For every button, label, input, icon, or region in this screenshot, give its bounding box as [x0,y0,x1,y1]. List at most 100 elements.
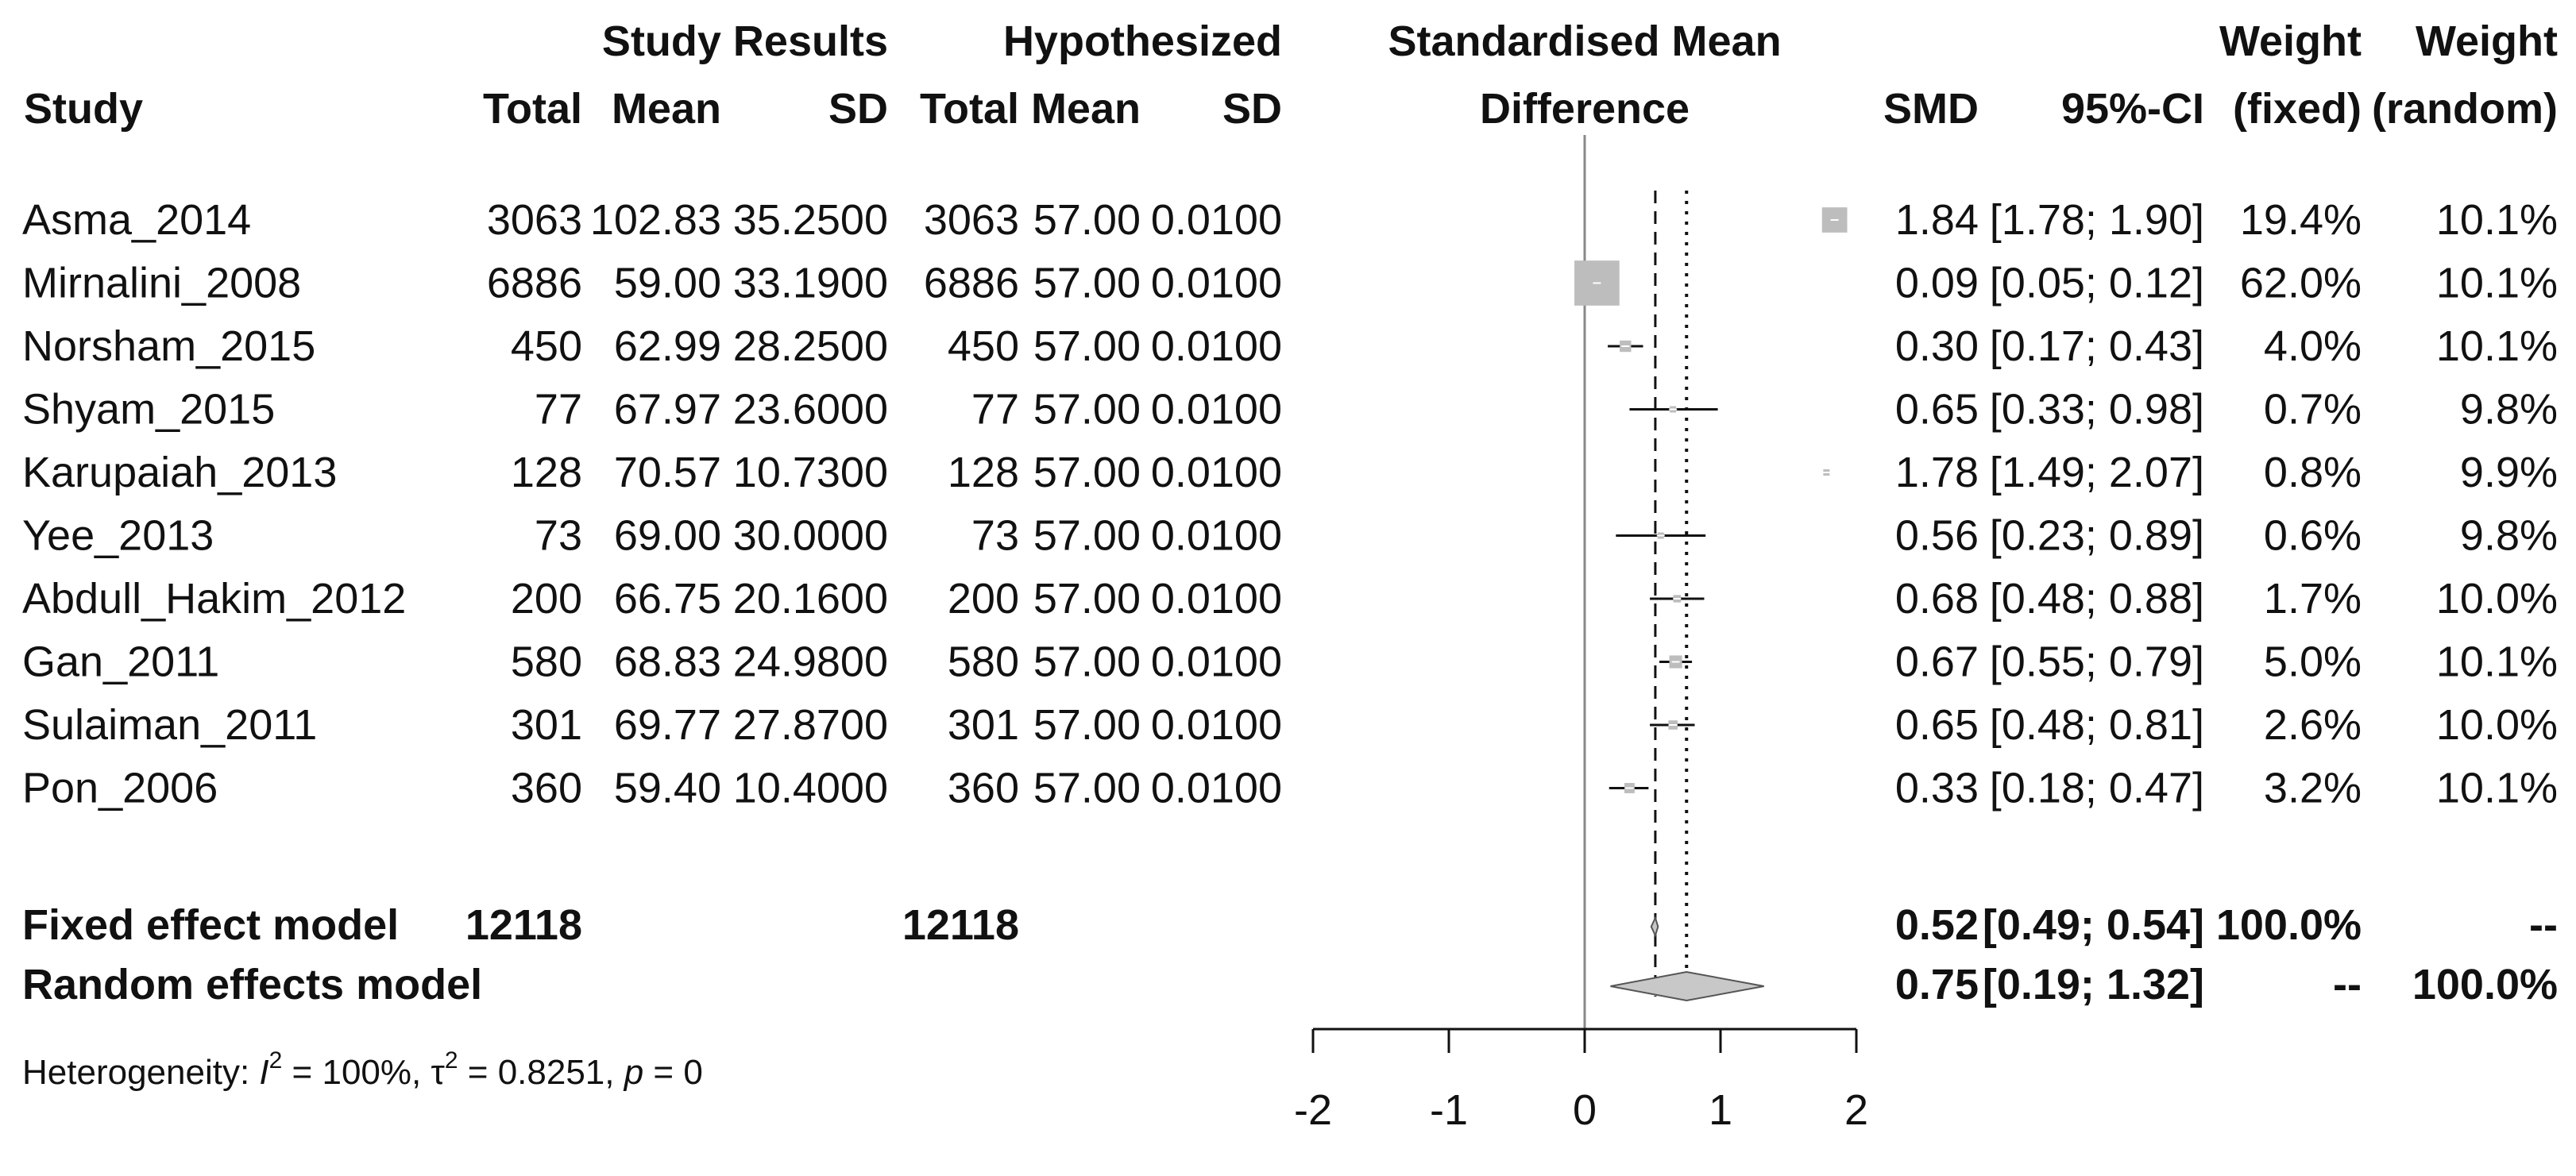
cell-sd1: 20.1600 [733,575,888,623]
x-tick-label: 0 [1573,1086,1597,1134]
header-weight-random-2: (random) [2372,85,2558,133]
cell-mean2: 57.00 [1033,322,1141,370]
cell-wfixed: 62.0% [2240,260,2362,307]
cell-total2: 3063 [924,196,1019,244]
cell-study: Fixed effect model [22,901,399,949]
cell-study: Norsham_2015 [22,322,315,370]
cell-study: Shyam_2015 [22,386,275,434]
cell-study: Sulaiman_2011 [22,701,317,749]
cell-wrandom: 10.0% [2436,575,2558,623]
cell-total1: 12118 [465,901,582,949]
cell-mean1: 67.97 [614,386,721,434]
cell-wrandom: 100.0% [2412,961,2558,1008]
cell-mean1: 59.40 [614,765,721,812]
cell-study: Random effects model [22,961,482,1008]
fixed-effect-diamond [1650,916,1659,938]
cell-mean2: 57.00 [1033,512,1141,560]
cell-wrandom: 9.8% [2460,386,2558,434]
header-plot-title-2: Difference [1480,85,1690,133]
cell-sd1: 24.9800 [733,638,888,686]
cell-ci: [0.33; 0.98] [1990,386,2204,434]
header-ci: 95%-CI [2061,85,2204,133]
header-weight-fixed-1: Weight [2219,17,2362,65]
header-plot-title-1: Standardised Mean [1388,17,1781,65]
x-tick-label: 2 [1844,1086,1868,1134]
cell-total1: 128 [511,449,582,496]
cell-wfixed: -- [2333,961,2362,1008]
cell-total1: 301 [511,701,582,749]
cell-mean2: 57.00 [1033,260,1141,307]
cell-ci: [0.49; 0.54] [1983,901,2204,949]
cell-mean1: 62.99 [614,322,721,370]
cell-sd1: 35.2500 [733,196,888,244]
cell-ci: [0.48; 0.81] [1990,701,2204,749]
header-smd: SMD [1883,85,1979,133]
cell-sd1: 10.4000 [733,765,888,812]
cell-ci: [0.55; 0.79] [1990,638,2204,686]
cell-ci: [1.49; 2.07] [1990,449,2204,496]
cell-sd2: 0.0100 [1151,386,1282,434]
cell-wrandom: 10.1% [2436,322,2558,370]
cell-wfixed: 1.7% [2264,575,2362,623]
random-effects-diamond [1610,970,1764,1002]
cell-wfixed: 0.6% [2264,512,2362,560]
cell-mean1: 70.57 [614,449,721,496]
cell-smd: 0.30 [1895,322,1979,370]
cell-smd: 1.84 [1895,196,1979,244]
header-weight-fixed-2: (fixed) [2233,85,2362,133]
heterogeneity-text: Heterogeneity: I2 = 100%, τ2 = 0.8251, p… [22,1047,703,1092]
cell-mean2: 57.00 [1033,575,1141,623]
cell-sd2: 0.0100 [1151,512,1282,560]
x-tick-label: 1 [1709,1086,1732,1134]
cell-mean2: 57.00 [1033,638,1141,686]
cell-wfixed: 19.4% [2240,196,2362,244]
cell-study: Mirnalini_2008 [22,260,301,307]
cell-wrandom: 10.1% [2436,765,2558,812]
cell-mean2: 57.00 [1033,386,1141,434]
cell-smd: 1.78 [1895,449,1979,496]
cell-mean2: 57.00 [1033,701,1141,749]
cell-ci: [1.78; 1.90] [1990,196,2204,244]
cell-wfixed: 5.0% [2264,638,2362,686]
cell-study: Gan_2011 [22,638,219,686]
cell-total2: 360 [948,765,1019,812]
cell-total1: 450 [511,322,582,370]
cell-smd: 0.65 [1895,386,1979,434]
cell-total1: 77 [535,386,582,434]
cell-total2: 128 [948,449,1019,496]
cell-wrandom: 10.1% [2436,196,2558,244]
cell-wrandom: -- [2529,901,2558,949]
cell-wrandom: 10.1% [2436,638,2558,686]
cell-wfixed: 0.8% [2264,449,2362,496]
cell-mean1: 66.75 [614,575,721,623]
cell-smd: 0.09 [1895,260,1979,307]
cell-smd: 0.56 [1895,512,1979,560]
cell-mean1: 69.77 [614,701,721,749]
cell-mean1: 69.00 [614,512,721,560]
cell-ci: [0.23; 0.89] [1990,512,2204,560]
cell-study: Karupaiah_2013 [22,449,337,496]
cell-ci: [0.48; 0.88] [1990,575,2204,623]
cell-total2: 6886 [924,260,1019,307]
cell-study: Abdull_Hakim_2012 [22,575,406,623]
cell-wrandom: 10.1% [2436,260,2558,307]
cell-sd1: 23.6000 [733,386,888,434]
header-study-results: Study Results [602,17,888,65]
cell-smd: 0.33 [1895,765,1979,812]
cell-sd2: 0.0100 [1151,638,1282,686]
cell-sd1: 33.1900 [733,260,888,307]
cell-total2: 301 [948,701,1019,749]
cell-sd1: 30.0000 [733,512,888,560]
cell-mean1: 102.83 [590,196,721,244]
cell-sd1: 27.8700 [733,701,888,749]
header-total-2: Total [920,85,1019,133]
cell-total1: 200 [511,575,582,623]
cell-wrandom: 9.8% [2460,512,2558,560]
cell-total1: 3063 [487,196,582,244]
cell-mean1: 68.83 [614,638,721,686]
cell-wfixed: 3.2% [2264,765,2362,812]
header-study: Study [24,85,143,133]
cell-sd2: 0.0100 [1151,575,1282,623]
cell-total2: 73 [971,512,1019,560]
header-sd-1: SD [828,85,888,133]
